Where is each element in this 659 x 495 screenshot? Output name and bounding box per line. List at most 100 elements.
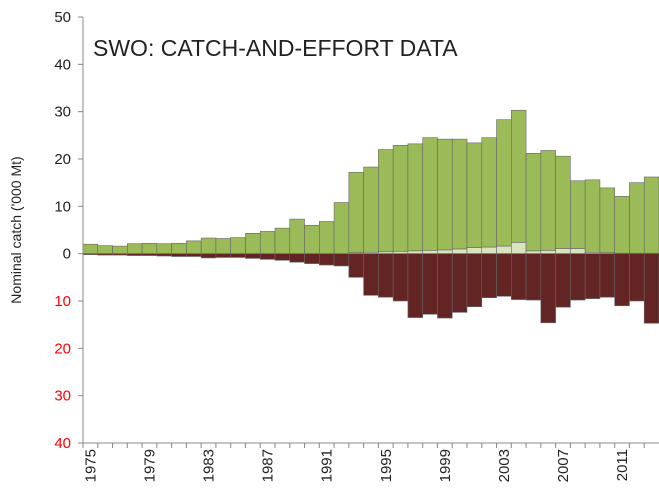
bar xyxy=(584,253,601,299)
y-tick-label: 40 xyxy=(54,56,71,73)
bar xyxy=(407,143,423,252)
bar xyxy=(496,119,512,247)
bar xyxy=(363,166,379,253)
bar xyxy=(171,253,187,257)
bar xyxy=(629,182,645,254)
bar xyxy=(319,221,335,254)
bar xyxy=(156,253,172,257)
bar xyxy=(127,243,143,254)
bar xyxy=(555,248,571,254)
bar xyxy=(274,227,291,254)
bar xyxy=(511,242,527,254)
bar xyxy=(407,250,423,254)
bar xyxy=(614,196,630,254)
bar xyxy=(511,109,527,243)
bar xyxy=(466,253,483,307)
x-tick-label: 1995 xyxy=(378,449,395,482)
y-tick-label: 30 xyxy=(54,104,71,121)
bar xyxy=(259,231,276,254)
x-tick-label: 1975 xyxy=(82,449,99,482)
bar xyxy=(348,253,364,278)
bar xyxy=(570,180,586,249)
bar xyxy=(437,249,453,254)
bar xyxy=(82,253,99,255)
bar xyxy=(496,253,512,297)
x-tick-label: 2007 xyxy=(555,449,572,482)
bar xyxy=(304,253,320,264)
bar xyxy=(245,253,261,259)
bar xyxy=(200,253,217,259)
bar xyxy=(363,253,379,296)
y-tick-label: 50 xyxy=(54,9,71,26)
y-tick-label: 10 xyxy=(54,198,71,215)
x-tick-label: 1987 xyxy=(260,449,277,482)
bar xyxy=(319,253,335,266)
y-tick-label: 20 xyxy=(54,151,71,168)
bar xyxy=(525,250,542,254)
bar xyxy=(451,253,468,313)
y-tick-label: 0 xyxy=(63,246,71,263)
bar xyxy=(97,253,113,256)
bar xyxy=(97,245,113,254)
bar xyxy=(112,253,128,256)
bar xyxy=(186,253,202,257)
bar xyxy=(200,237,217,254)
bar xyxy=(643,253,659,324)
y-tick-label: 30 xyxy=(54,388,71,405)
bar xyxy=(171,242,187,254)
bar xyxy=(451,138,468,250)
bar xyxy=(540,253,556,324)
x-tick-label: 1979 xyxy=(141,449,158,482)
bar xyxy=(259,253,276,260)
x-tick-label: 2003 xyxy=(496,449,513,482)
bar xyxy=(466,247,483,254)
bar xyxy=(599,187,615,254)
bar xyxy=(378,253,394,298)
bar xyxy=(496,245,512,254)
y-axis-label: Nominal catch ('000 Mt) xyxy=(8,156,24,303)
bar xyxy=(112,245,128,254)
bar xyxy=(540,250,556,254)
bar xyxy=(127,253,143,256)
bar xyxy=(289,253,305,263)
bar xyxy=(555,253,571,308)
bar xyxy=(451,248,468,254)
y-tick-label: 20 xyxy=(54,340,71,357)
bar xyxy=(392,253,409,302)
bar xyxy=(629,253,645,302)
bar xyxy=(525,253,542,301)
bar xyxy=(215,238,231,254)
bar xyxy=(304,224,320,254)
x-tick-label: 1999 xyxy=(437,449,454,482)
bar xyxy=(348,171,364,254)
bar xyxy=(584,179,601,253)
bar xyxy=(437,253,453,319)
bar xyxy=(437,138,453,251)
bar xyxy=(245,233,261,254)
bar xyxy=(614,253,630,307)
bar xyxy=(422,250,438,254)
bar xyxy=(525,153,542,252)
bar xyxy=(186,240,202,254)
bar xyxy=(643,176,659,254)
bar xyxy=(555,155,571,249)
y-tick-label: 10 xyxy=(54,293,71,310)
bar xyxy=(289,218,305,254)
bar xyxy=(481,246,497,254)
bar xyxy=(511,253,527,300)
bar xyxy=(392,144,409,252)
bar xyxy=(466,142,483,248)
x-tick-label: 1983 xyxy=(201,449,218,482)
bar xyxy=(481,137,497,248)
bar xyxy=(599,253,615,298)
bar xyxy=(392,251,409,254)
chart-title: SWO: CATCH-AND-EFFORT DATA xyxy=(93,35,458,61)
bar xyxy=(230,237,246,254)
bar xyxy=(378,149,394,253)
bar xyxy=(215,253,231,258)
bar xyxy=(407,253,423,318)
bar xyxy=(333,202,350,254)
bar xyxy=(230,253,246,258)
x-tick-label: 2011 xyxy=(614,449,631,481)
